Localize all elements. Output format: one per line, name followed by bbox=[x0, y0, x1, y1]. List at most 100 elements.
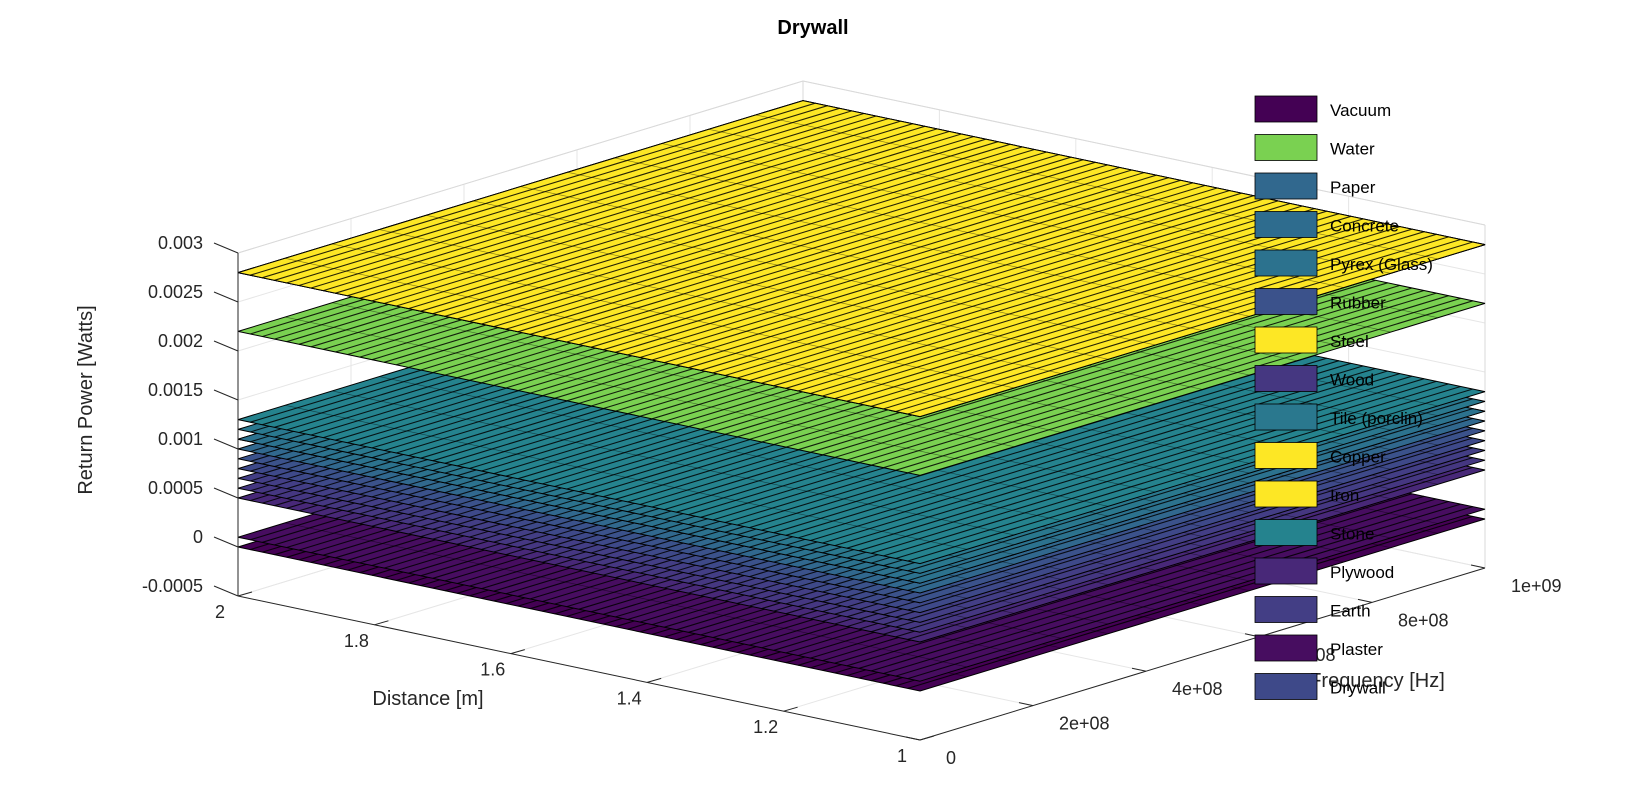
x-tick-label: 1e+09 bbox=[1511, 576, 1562, 596]
z-tick-label: 0 bbox=[193, 527, 203, 547]
legend-item: Water bbox=[1254, 134, 1375, 161]
legend-swatch bbox=[1254, 365, 1318, 392]
mesh-line bbox=[379, 229, 1062, 374]
legend-item: Tile (porclin) bbox=[1254, 403, 1423, 431]
legend-item: Copper bbox=[1254, 442, 1386, 469]
legend-label: Concrete bbox=[1330, 217, 1399, 236]
y-tick-label: 1.4 bbox=[617, 688, 642, 708]
x-tick-label: 0 bbox=[946, 748, 956, 768]
z-tick-label: 0.0015 bbox=[148, 380, 203, 400]
legend-swatch bbox=[1254, 442, 1318, 469]
mesh-line bbox=[285, 522, 968, 668]
legend-swatch bbox=[1254, 519, 1318, 546]
y-tick-label: 2 bbox=[215, 602, 225, 622]
legend-item: Vacuum bbox=[1254, 95, 1391, 123]
legend-item: Wood bbox=[1254, 365, 1374, 392]
y-tick-label: 1 bbox=[897, 746, 907, 766]
legend-item: Earth bbox=[1254, 596, 1371, 623]
y-tick bbox=[510, 649, 525, 655]
x-tick-label: 2e+08 bbox=[1059, 714, 1110, 734]
mesh-line bbox=[426, 215, 1109, 360]
legend-label: Drywall bbox=[1330, 679, 1386, 698]
mesh-line bbox=[661, 143, 1344, 288]
mesh-line bbox=[473, 200, 1156, 346]
legend-swatch bbox=[1254, 480, 1318, 508]
legend-item: Plaster bbox=[1254, 634, 1383, 662]
legend-swatch bbox=[1254, 249, 1318, 277]
legend-label: Rubber bbox=[1330, 294, 1386, 313]
mesh-line bbox=[332, 302, 1015, 447]
legend-swatch bbox=[1254, 596, 1318, 623]
legend-label: Plywood bbox=[1330, 563, 1394, 582]
mesh-line bbox=[520, 186, 1203, 331]
surfaces bbox=[237, 100, 1486, 692]
legend-swatch bbox=[1254, 95, 1318, 123]
mesh-line bbox=[332, 390, 1015, 536]
x-tick-label: 8e+08 bbox=[1398, 610, 1449, 630]
legend-label: Copper bbox=[1330, 448, 1386, 467]
chart-title: Drywall bbox=[777, 17, 848, 39]
mesh-line bbox=[755, 114, 1438, 260]
legend-item: Stone bbox=[1254, 519, 1374, 546]
legend-label: Paper bbox=[1330, 178, 1376, 197]
x-tick bbox=[905, 736, 921, 741]
z-tick-label: 0.001 bbox=[158, 429, 203, 449]
legend-item: Plywood bbox=[1254, 557, 1394, 585]
z-tick-label: -0.0005 bbox=[142, 576, 203, 596]
z-tick bbox=[213, 487, 239, 499]
legend-swatch bbox=[1254, 288, 1318, 315]
mesh-line bbox=[285, 405, 968, 550]
y-tick-label: 1.2 bbox=[753, 717, 778, 737]
mesh-line bbox=[285, 258, 968, 403]
legend-item: Paper bbox=[1254, 172, 1376, 200]
mesh-line bbox=[567, 172, 1250, 317]
legend-label: Tile (porclin) bbox=[1330, 409, 1423, 428]
legend-swatch bbox=[1254, 403, 1318, 431]
legend-swatch bbox=[1254, 211, 1318, 238]
mesh-line bbox=[285, 316, 968, 462]
x-tick bbox=[1131, 667, 1147, 672]
legend-label: Stone bbox=[1330, 525, 1374, 544]
y-tick-label: 1.8 bbox=[344, 631, 369, 651]
legend-label: Steel bbox=[1330, 332, 1369, 351]
y-tick-label: 1.6 bbox=[480, 660, 505, 680]
legend-label: Earth bbox=[1330, 602, 1371, 621]
legend-label: Plaster bbox=[1330, 640, 1383, 659]
y-tick bbox=[237, 591, 253, 597]
box-edge bbox=[802, 80, 1486, 226]
legend-item: Steel bbox=[1254, 326, 1369, 354]
axes: 11.21.41.61.8202e+084e+086e+088e+081e+09… bbox=[142, 233, 1562, 768]
z-tick-label: 0.0025 bbox=[148, 282, 203, 302]
legend-swatch bbox=[1254, 673, 1318, 700]
legend: Vacuum Water Paper Concrete Pyrex (Glass) Rub… bbox=[1254, 95, 1433, 700]
z-tick bbox=[213, 438, 239, 450]
mesh-line bbox=[614, 157, 1297, 303]
legend-swatch bbox=[1254, 326, 1318, 354]
z-tick-label: 0.003 bbox=[158, 233, 203, 253]
z-tick bbox=[213, 536, 239, 548]
legend-item: Concrete bbox=[1254, 211, 1399, 238]
y-axis-label: Distance [m] bbox=[372, 688, 483, 710]
legend-label: Iron bbox=[1330, 486, 1359, 505]
legend-label: Vacuum bbox=[1330, 101, 1391, 120]
legend-swatch bbox=[1254, 172, 1318, 200]
z-tick-label: 0.002 bbox=[158, 331, 203, 351]
legend-swatch bbox=[1254, 557, 1318, 585]
x-tick-label: 4e+08 bbox=[1172, 679, 1223, 699]
mesh-line bbox=[708, 129, 1391, 274]
y-tick bbox=[374, 620, 389, 626]
legend-item: Iron bbox=[1254, 480, 1359, 508]
legend-item: Rubber bbox=[1254, 288, 1386, 315]
z-tick bbox=[213, 340, 239, 352]
mesh-line bbox=[332, 243, 1015, 389]
x-axis-label: Frequency [Hz] bbox=[1309, 670, 1445, 692]
z-tick bbox=[213, 291, 239, 303]
legend-item: Pyrex (Glass) bbox=[1254, 249, 1433, 277]
y-tick bbox=[647, 677, 662, 683]
legend-item: Drywall bbox=[1254, 673, 1386, 700]
x-tick bbox=[1018, 702, 1034, 707]
z-axis-label: Return Power [Watts] bbox=[75, 305, 97, 494]
legend-label: Wood bbox=[1330, 371, 1374, 390]
legend-label: Water bbox=[1330, 140, 1375, 159]
